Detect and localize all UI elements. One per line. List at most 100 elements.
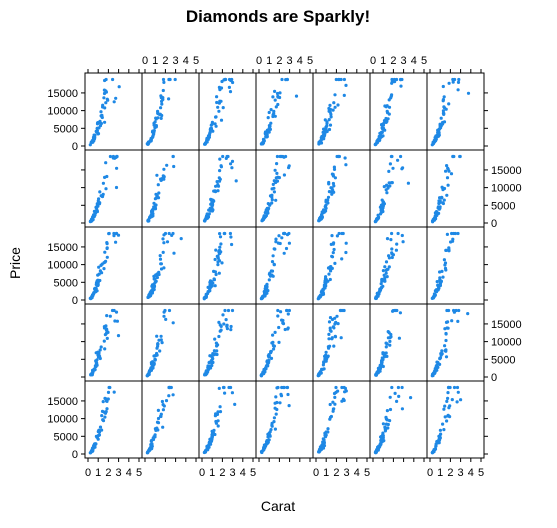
- data-point: [165, 163, 169, 167]
- data-point: [321, 446, 326, 450]
- data-point: [204, 140, 208, 144]
- data-point: [274, 395, 278, 399]
- data-point: [444, 338, 448, 343]
- data-point: [275, 154, 279, 159]
- data-point: [167, 394, 171, 398]
- data-point: [266, 116, 270, 120]
- data-point: [273, 330, 277, 334]
- data-point: [204, 369, 209, 373]
- data-point: [448, 385, 452, 390]
- data-point: [456, 390, 460, 394]
- data-point: [233, 402, 237, 406]
- data-point: [267, 353, 271, 357]
- data-point: [96, 433, 101, 438]
- data-point: [159, 338, 163, 342]
- y-tick-label: 10000: [491, 337, 522, 349]
- data-point: [383, 425, 387, 429]
- data-point: [114, 310, 119, 314]
- data-point: [377, 445, 381, 449]
- data-point: [384, 415, 388, 419]
- data-point: [163, 308, 167, 313]
- data-point: [270, 273, 274, 277]
- data-point: [436, 287, 440, 291]
- data-point: [320, 210, 325, 214]
- y-tick-label: 0: [72, 141, 78, 153]
- data-point: [270, 421, 274, 425]
- data-point: [443, 415, 447, 419]
- data-point: [209, 123, 213, 127]
- data-point: [98, 356, 102, 361]
- data-point: [215, 349, 219, 353]
- data-point: [114, 231, 119, 236]
- data-point: [274, 237, 278, 241]
- panel-points: [373, 77, 404, 147]
- data-point: [344, 163, 348, 167]
- data-point: [283, 327, 287, 332]
- x-tick-label: 2: [219, 467, 225, 479]
- data-point: [332, 247, 336, 252]
- data-point: [374, 372, 378, 376]
- data-point: [215, 254, 219, 258]
- panel-points: [146, 231, 183, 299]
- data-point: [379, 208, 383, 212]
- data-point: [159, 334, 163, 338]
- data-point: [222, 322, 226, 326]
- data-point: [218, 410, 223, 414]
- data-point: [441, 98, 445, 102]
- chart-title: Diamonds are Sparkly!: [186, 7, 370, 26]
- data-point: [286, 392, 290, 397]
- data-point: [152, 285, 156, 289]
- data-point: [277, 176, 281, 180]
- data-point: [438, 276, 442, 280]
- data-point: [102, 410, 106, 414]
- panel-points: [203, 308, 235, 377]
- data-point: [170, 233, 174, 237]
- data-point: [333, 105, 337, 109]
- data-point: [108, 314, 112, 318]
- data-point: [214, 124, 218, 128]
- data-point: [214, 115, 218, 119]
- data-point: [438, 270, 442, 274]
- data-point: [379, 282, 383, 286]
- data-point: [442, 95, 446, 99]
- data-point: [400, 385, 404, 390]
- data-point: [384, 116, 388, 121]
- data-point: [437, 438, 442, 442]
- data-point: [204, 295, 208, 299]
- data-point: [340, 399, 344, 403]
- data-point: [435, 280, 439, 284]
- data-point: [112, 234, 116, 238]
- panel-points: [145, 77, 177, 146]
- data-point: [280, 77, 284, 82]
- data-point: [389, 96, 393, 100]
- data-point: [210, 198, 214, 202]
- data-point: [321, 292, 326, 296]
- data-point: [99, 121, 103, 126]
- y-tick-label: 10000: [47, 260, 78, 272]
- data-point: [442, 407, 446, 411]
- x-tick-label: 4: [354, 467, 360, 479]
- y-tick-label: 15000: [47, 396, 78, 408]
- data-point: [210, 281, 215, 285]
- data-point: [94, 364, 98, 368]
- data-point: [327, 272, 331, 276]
- x-tick-label: 1: [152, 55, 158, 67]
- data-point: [387, 169, 391, 173]
- panel-points: [202, 385, 237, 455]
- x-tick-label: 1: [95, 467, 101, 479]
- data-point: [377, 136, 381, 140]
- data-point: [280, 318, 284, 322]
- data-point: [459, 398, 463, 402]
- data-point: [397, 394, 401, 398]
- data-point: [162, 80, 166, 84]
- data-point: [206, 285, 210, 289]
- data-point: [332, 391, 337, 396]
- data-point: [375, 216, 379, 221]
- data-point: [273, 406, 277, 410]
- data-point: [113, 156, 117, 160]
- data-point: [325, 199, 329, 203]
- x-tick-label: 0: [427, 467, 433, 479]
- data-point: [430, 451, 435, 455]
- data-point: [339, 336, 343, 340]
